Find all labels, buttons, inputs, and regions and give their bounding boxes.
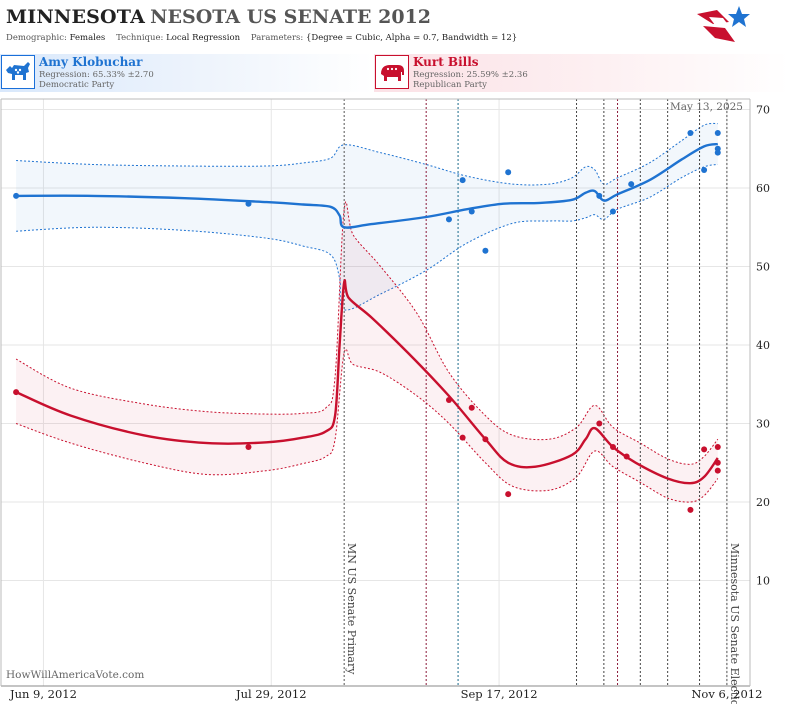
donkey-icon	[1, 55, 35, 89]
candidate-party: Democratic Party	[39, 80, 115, 90]
candidate-regression: Regression: 65.33% ±2.70	[39, 70, 154, 80]
candidate-bills: Kurt Bills Regression: 25.59% ±2.36 Repu…	[374, 54, 789, 92]
poll-point	[623, 453, 630, 460]
poll-point	[714, 467, 721, 474]
y-tick-label: 70	[756, 104, 770, 117]
candidate-regression: Regression: 25.59% ±2.36	[413, 70, 528, 80]
site-logo-icon	[697, 6, 750, 42]
y-tick-label: 10	[756, 575, 770, 588]
candidate-party: Republican Party	[413, 80, 487, 90]
poll-point	[505, 169, 512, 176]
election-event-label: Minnesota US Senate Election	[728, 543, 741, 704]
demographic-label: Demographic:	[6, 33, 67, 43]
poll-point	[609, 208, 616, 215]
poll-point	[468, 208, 475, 215]
y-tick-label: 60	[756, 182, 770, 195]
y-tick-label: 50	[756, 261, 770, 274]
candidate-name: Amy Klobuchar	[39, 55, 143, 69]
trend-line	[16, 142, 719, 229]
poll-point	[687, 130, 694, 137]
poll-point	[714, 444, 721, 451]
band-lower-line	[15, 348, 719, 503]
confidence-bands	[15, 122, 719, 503]
parameters-value: {Degree = Cubic, Alpha = 0.7, Bandwidth …	[305, 33, 518, 43]
poll-point	[714, 130, 721, 137]
title-race: NESOTA US SENATE 2012	[150, 6, 432, 28]
poll-point	[714, 459, 721, 466]
poll-point	[245, 200, 252, 207]
trend-lines	[15, 142, 719, 485]
poll-point	[505, 491, 512, 498]
candidate-klobuchar: Amy Klobuchar Regression: 65.33% ±2.70 D…	[0, 54, 374, 92]
y-tick-label: 30	[756, 418, 770, 431]
candidate-name: Kurt Bills	[413, 55, 479, 69]
y-tick-label: 40	[756, 339, 770, 352]
confidence-band	[16, 123, 718, 311]
x-tick-label: Jun 9, 2012	[9, 687, 77, 701]
primary-event-label: MN US Senate Primary	[345, 543, 358, 675]
elephant-icon	[375, 55, 409, 89]
poll-point	[459, 434, 466, 441]
band-upper-line	[16, 122, 718, 186]
poll-point	[482, 436, 489, 443]
watermark: HowWillAmericaVote.com	[6, 669, 144, 681]
trend-line	[15, 279, 719, 485]
y-tick-label: 20	[756, 496, 770, 509]
chart-axes	[0, 98, 751, 687]
poll-point	[482, 247, 489, 254]
poll-points	[13, 130, 721, 513]
x-tick-label: Jul 29, 2012	[235, 687, 307, 701]
poll-point	[628, 181, 635, 188]
demographic-value: Females	[69, 33, 106, 43]
chart-area: 10 20 30 40 50 60 70 MN US Senate Primary Minnes…	[0, 98, 770, 704]
poll-point	[13, 192, 20, 199]
band-upper-line	[15, 201, 719, 465]
poll-point	[687, 506, 694, 513]
poll-point	[596, 420, 603, 427]
poll-point	[13, 389, 20, 396]
x-tick-label: Sep 17, 2012	[461, 687, 538, 701]
poll-point	[596, 192, 603, 199]
poll-point	[701, 446, 708, 453]
poll-point	[609, 444, 616, 451]
poll-point	[445, 216, 452, 223]
confidence-band	[16, 201, 718, 503]
chart-title: MINNESOTA NESOTA US SENATE 2012	[6, 6, 431, 28]
poll-point	[459, 177, 466, 184]
poll-point	[701, 166, 708, 173]
poll-point	[445, 396, 452, 403]
poll-point	[468, 404, 475, 411]
event-lines	[343, 99, 728, 686]
technique-label: Technique:	[116, 33, 164, 43]
chart-labels: 10 20 30 40 50 60 70 MN US Senate Primary Minnes…	[6, 101, 770, 704]
date-stamp: May 13, 2025	[670, 101, 743, 113]
poll-point	[714, 149, 721, 156]
x-tick-label: Nov 6, 2012	[691, 687, 762, 701]
parameters-label: Parameters:	[250, 33, 304, 43]
chart-meta: Demographic: Females Technique: Local Re…	[6, 33, 517, 43]
technique-value: Local Regression	[166, 33, 241, 43]
title-state: MINNESOTA	[6, 6, 146, 28]
poll-point	[245, 444, 252, 451]
band-lower-line	[16, 164, 718, 311]
